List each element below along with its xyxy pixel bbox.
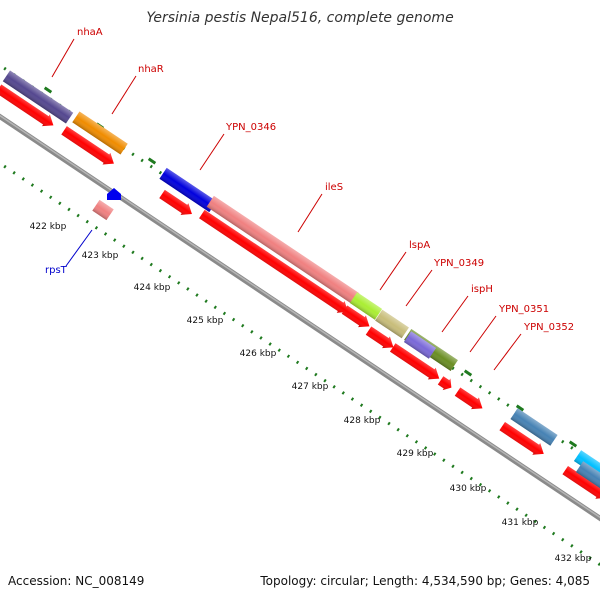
gc-tick: [147, 157, 157, 165]
leader-line-rpst: [65, 229, 93, 267]
gene-bar-other-3: [575, 461, 600, 489]
cds-arrow: [562, 465, 600, 499]
cds-arrow: [159, 189, 192, 215]
gc-dot-track-2: [0, 161, 600, 567]
cds-arrow: [499, 421, 544, 455]
gene-bar-lspA: [349, 292, 383, 320]
map-title: Yersinia pestis Nepal516, complete genom…: [146, 10, 453, 26]
gene-label-isph: ispH: [471, 284, 493, 295]
cds-arrow: [61, 126, 114, 165]
leader-line-nhar: [111, 75, 137, 115]
gene-bar-other-1: [510, 408, 558, 446]
cds-arrow: [199, 209, 349, 313]
leader-line-lspa: [379, 251, 407, 291]
gene-label-ypn-0352: YPN_0352: [523, 322, 574, 333]
kbp-label: 425 kbp: [187, 316, 224, 326]
cds-arrow: [454, 387, 483, 410]
genome-backbone-highlight: [0, 114, 600, 519]
gene-label-iles: ileS: [325, 182, 343, 193]
gene-label-ypn-0349: YPN_0349: [433, 258, 484, 269]
kbp-scale: 422 kbp 423 kbp 424 kbp 425 kbp 426 kbp 427 k…: [30, 222, 592, 564]
cds-arrow: [0, 84, 54, 127]
leader-line-ypn-0349: [405, 269, 433, 307]
gc-tick: [43, 86, 53, 94]
leader-line-nhaa: [51, 38, 75, 78]
gc-tick: [568, 440, 578, 448]
cds-arrow: [341, 305, 370, 328]
gc-tick: [463, 369, 473, 377]
gene-label-ypn-0346: YPN_0346: [225, 122, 276, 133]
leader-line-ypn-0346: [199, 133, 225, 171]
accession-text: Accession: NC_008149: [8, 574, 144, 588]
gene-label-nhaa: nhaA: [77, 27, 103, 38]
kbp-label: 432 kbp: [555, 554, 592, 564]
gene-bar-ypn-0346: [159, 167, 217, 213]
gene-bar-ileS: [206, 195, 360, 305]
rpsT-marker: [107, 188, 121, 200]
kbp-label: 429 kbp: [397, 449, 434, 459]
genome-backbone: [0, 113, 600, 522]
kbp-label: 431 kbp: [502, 518, 539, 528]
kbp-label: 428 kbp: [344, 416, 381, 426]
leader-line-iles: [297, 193, 323, 233]
kbp-label: 422 kbp: [30, 222, 67, 232]
cds-arrow: [389, 343, 440, 380]
gene-label-nhar: nhaR: [138, 64, 164, 75]
gene-bar-nhaA: [2, 70, 74, 124]
gene-label-rpst: rpsT: [45, 265, 68, 276]
kbp-label: 430 kbp: [450, 484, 487, 494]
leader-line-isph: [441, 295, 469, 333]
gene-bar-nhaR: [72, 111, 128, 155]
topology-text: Topology: circular; Length: 4,534,590 bp…: [259, 574, 590, 588]
cds-arrow: [437, 376, 452, 391]
leader-line-ypn-0351: [469, 315, 497, 353]
leader-line-ypn-0352: [493, 333, 522, 371]
kbp-label: 424 kbp: [134, 283, 171, 293]
gene-label-lspa: lspA: [409, 240, 430, 251]
kbp-label: 423 kbp: [82, 251, 119, 261]
cds-arrow: [365, 326, 394, 349]
gene-bar-ypn-0351: [403, 331, 437, 359]
gene-label-ypn-0351: YPN_0351: [498, 304, 549, 315]
kbp-label: 427 kbp: [292, 382, 329, 392]
gene-bar-other-2: [573, 450, 600, 478]
gene-track: [2, 70, 600, 489]
gc-tick: [515, 404, 525, 412]
gene-bar-ypn-0349: [375, 309, 409, 339]
kbp-label: 426 kbp: [240, 349, 277, 359]
cds-track: [0, 84, 600, 499]
gene-bar-rpsT: [92, 199, 114, 221]
